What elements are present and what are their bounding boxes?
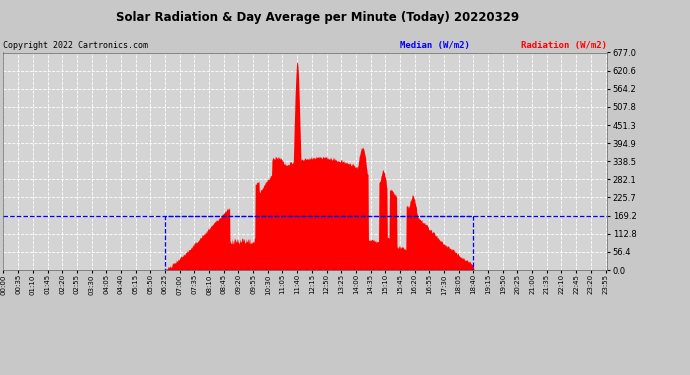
Text: Solar Radiation & Day Average per Minute (Today) 20220329: Solar Radiation & Day Average per Minute… — [116, 11, 519, 24]
Text: Median (W/m2): Median (W/m2) — [400, 41, 470, 50]
Text: Radiation (W/m2): Radiation (W/m2) — [521, 41, 607, 50]
Text: Copyright 2022 Cartronics.com: Copyright 2022 Cartronics.com — [3, 41, 148, 50]
